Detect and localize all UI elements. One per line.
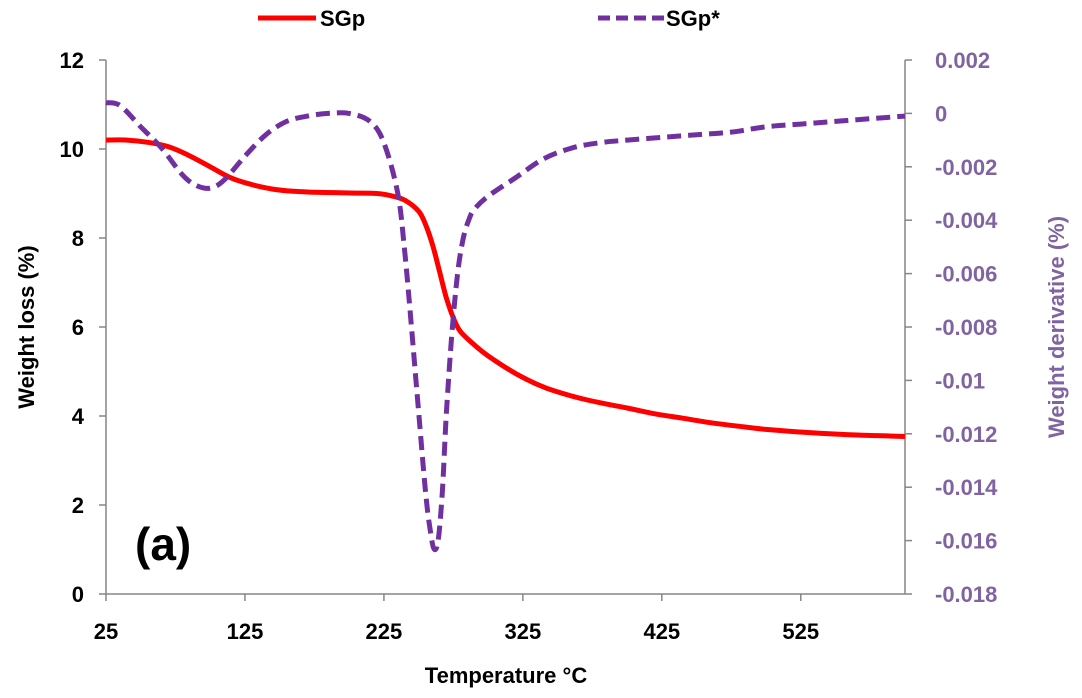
y-tick-label: 12 — [60, 48, 84, 73]
y2-tick-label: -0.008 — [935, 315, 997, 340]
y-tick-label: 4 — [72, 404, 85, 429]
y-tick-label: 8 — [72, 226, 84, 251]
y-tick-label: 2 — [72, 493, 84, 518]
x-tick-label: 25 — [94, 619, 118, 644]
y2-tick-label: 0 — [935, 101, 947, 126]
series-line-sgp — [105, 137, 906, 439]
x-tick-label: 225 — [366, 619, 403, 644]
legend-label-sgp: SGp — [320, 6, 365, 31]
x-tick-label: 425 — [643, 619, 680, 644]
x-tick-label: 525 — [782, 619, 819, 644]
y2-tick-label: -0.004 — [935, 208, 998, 233]
y-tick-label: 0 — [72, 582, 84, 607]
series-lines — [105, 100, 906, 553]
y2-tick-label: -0.018 — [935, 582, 997, 607]
panel-label: (a) — [135, 518, 191, 570]
series-line-sgp-star — [105, 100, 906, 553]
y2-tick-label: -0.012 — [935, 422, 997, 447]
y2-tick-label: -0.016 — [935, 529, 997, 554]
y2-tick-label: -0.002 — [935, 155, 997, 180]
y2-tick-label: -0.01 — [935, 368, 985, 393]
right-axis-ticks: 0.002 0 -0.002 -0.004 -0.006 -0.008 -0.01 -0.01… — [905, 48, 998, 607]
legend-label-sgp-star: SGp* — [666, 6, 720, 31]
y-axis-title: Weight loss (%) — [14, 245, 39, 408]
x-axis-ticks: 25 125 225 325 425 525 — [94, 594, 819, 644]
left-axis-ticks: 0 2 4 6 8 10 12 — [60, 48, 106, 607]
legend: SGp SGp* — [258, 6, 720, 31]
y2-tick-label: 0.002 — [935, 48, 990, 73]
x-tick-label: 325 — [505, 619, 542, 644]
x-axis-title: Temperature °C — [425, 663, 588, 688]
y-tick-label: 6 — [72, 315, 84, 340]
y-tick-label: 10 — [60, 137, 84, 162]
y2-axis-title: Weight derivative (%) — [1044, 216, 1069, 438]
y2-tick-label: -0.014 — [935, 475, 998, 500]
y2-tick-label: -0.006 — [935, 262, 997, 287]
plot-frame — [105, 60, 906, 595]
x-tick-label: 125 — [227, 619, 264, 644]
